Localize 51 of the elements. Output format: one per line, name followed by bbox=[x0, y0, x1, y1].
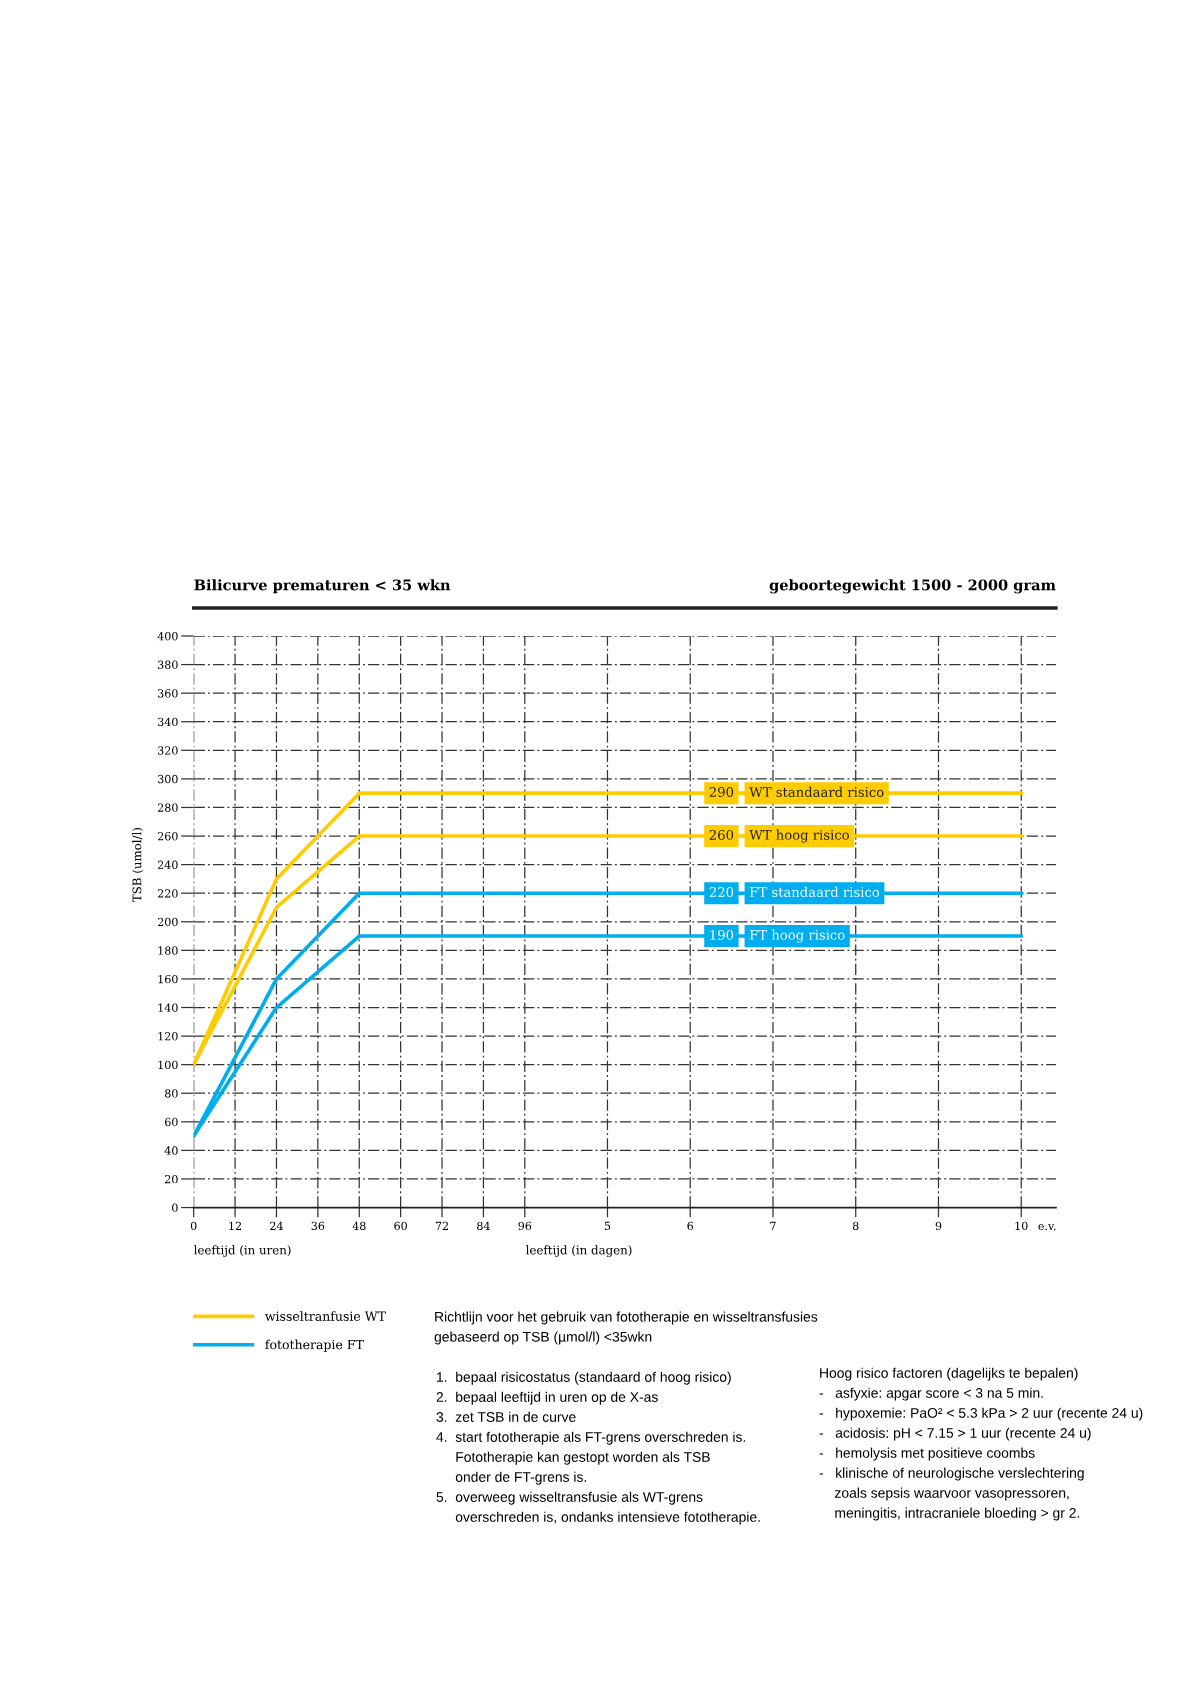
x-tick-label: 84 bbox=[477, 1221, 490, 1231]
y-axis-title: TSB (umol/l) bbox=[132, 828, 144, 903]
y-tick-label: 240 bbox=[157, 860, 178, 869]
annotation: WT hoog risico bbox=[749, 829, 849, 843]
y-tick-label: 80 bbox=[165, 1089, 178, 1098]
y-tick-label: 360 bbox=[158, 689, 178, 698]
y-tick-label: 380 bbox=[158, 660, 178, 669]
legend-label: fototherapie FT bbox=[265, 1339, 364, 1352]
y-tick-label: 340 bbox=[158, 717, 178, 727]
text: 1. bepaal risicostatus (standaard of hoog risico) 2. bepaal leeftijd in uren op de X-as 3. zet TSB in de curve 4. start fototherapie als FT-grens overschreden is. Fototherapie kan gestopt worden als TSB onder de FT-grens is. 5. overweeg wisseltransfusie als WT-grens overschreden is, ondanks intensieve fototherapie. bbox=[436, 1371, 760, 1525]
x2-tick-label: 10 bbox=[1015, 1221, 1028, 1231]
x2-tick-label: 7 bbox=[770, 1221, 776, 1230]
x2-axis-title: leeftijd (in dagen) bbox=[526, 1245, 632, 1257]
x-tick-label: 24 bbox=[270, 1221, 283, 1230]
y-tick-label: 220 bbox=[157, 889, 178, 898]
y-tick-label: 200 bbox=[157, 917, 178, 927]
y-tick-label: 300 bbox=[158, 774, 178, 784]
x-tick-label: 48 bbox=[352, 1221, 366, 1231]
legend-label: wisseltranfusie WT bbox=[265, 1311, 386, 1321]
x-tick-label: 60 bbox=[394, 1221, 407, 1231]
y-tick-label: 260 bbox=[157, 832, 178, 841]
x-tick-label: 0 bbox=[190, 1221, 197, 1231]
x2-tick-label: 5 bbox=[604, 1221, 611, 1231]
y-tick-label: 0 bbox=[172, 1203, 178, 1212]
y-tick-label: 320 bbox=[158, 746, 178, 755]
annotation: FT hoog risico bbox=[749, 929, 845, 943]
chart-title: Bilicurve prematuren < 35 wkn bbox=[194, 579, 451, 594]
text: Richtlijn voor het gebruik van fototherapie en wisseltransfusies gebaseerd op TSB (µmol/l) <35wkn bbox=[434, 1311, 818, 1345]
y-tick-label: 160 bbox=[158, 974, 178, 984]
x-tick-label: 72 bbox=[435, 1221, 449, 1230]
x-tick-label: 36 bbox=[311, 1221, 325, 1231]
annotation: FT standaard risico bbox=[749, 886, 880, 898]
text: Hoog risico factoren (dagelijks te bepalen) - asfyxie: apgar score < 3 na 5 min. - hypoxemie: PaO² < 5.3 kPa > 2 uur (recente 24 u) - acidosis: pH < 7.15 > 1 uur (recente 24 u) - hemolysis met positieve coombs - klinische of neurologische verslechtering zoals sepsis waarvoor vasopressoren, meningitis, intracraniele bloeding > gr 2. bbox=[819, 1367, 1143, 1521]
y-tick-label: 40 bbox=[164, 1146, 178, 1155]
y-tick-label: 400 bbox=[157, 631, 178, 641]
x-axis-title: leeftijd (in uren) bbox=[194, 1245, 291, 1257]
y-tick-label: 100 bbox=[158, 1060, 178, 1070]
chart-subtitle: geboortegewicht 1500 - 2000 gram bbox=[769, 579, 1056, 594]
x2-tick-label: 8 bbox=[852, 1221, 859, 1231]
text: e.v. bbox=[1038, 1224, 1056, 1231]
x2-tick-label: 6 bbox=[687, 1221, 694, 1231]
x2-tick-label: 9 bbox=[935, 1221, 942, 1231]
y-tick-label: 140 bbox=[158, 1003, 178, 1012]
y-tick-label: 60 bbox=[165, 1117, 178, 1127]
y-tick-label: 120 bbox=[158, 1032, 178, 1041]
x-tick-label: 96 bbox=[518, 1221, 532, 1231]
annotation: WT standaard risico bbox=[749, 786, 884, 798]
y-tick-label: 280 bbox=[157, 803, 178, 812]
x-tick-label: 12 bbox=[229, 1221, 242, 1230]
y-tick-label: 20 bbox=[165, 1174, 178, 1184]
y-tick-label: 180 bbox=[158, 946, 178, 955]
